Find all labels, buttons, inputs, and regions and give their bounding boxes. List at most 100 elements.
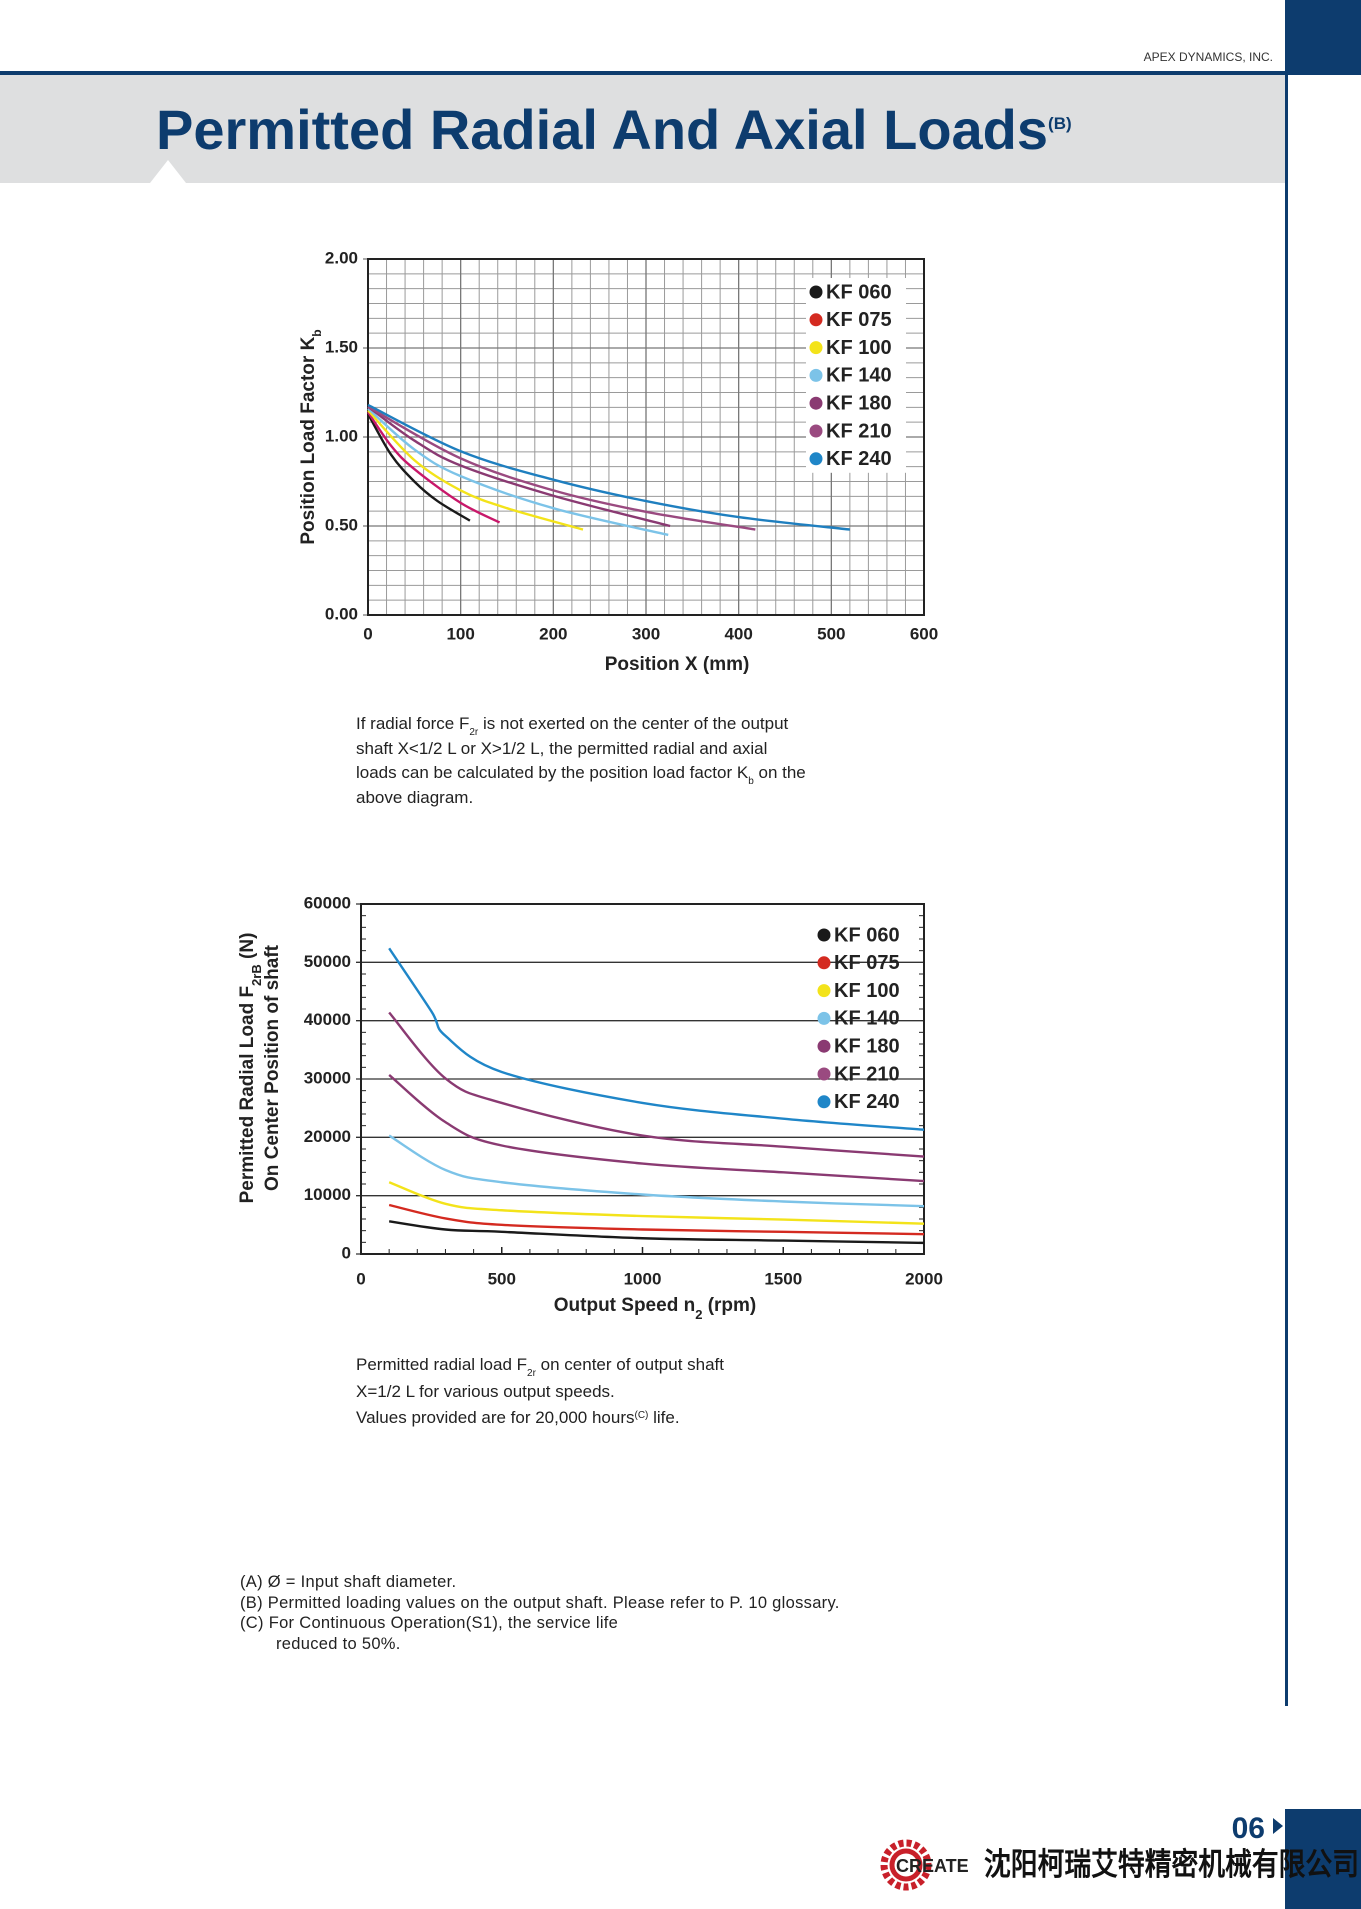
- top-rule: [0, 71, 1285, 75]
- plot-frame: [360, 903, 925, 1255]
- legend-dot: [809, 285, 823, 299]
- label-text: (rpm): [702, 1295, 756, 1316]
- x-tick-label: 300: [632, 624, 660, 643]
- caption-line: loads can be calculated by the position …: [356, 763, 806, 787]
- legend-label: KF 140: [834, 1008, 900, 1030]
- page-title: Permitted Radial And Axial Loads(B): [156, 98, 1072, 161]
- x-tick-label: 1000: [624, 1269, 662, 1288]
- company-cn: 沈阳柯瑞艾特精密机械有限公司: [984, 1847, 1359, 1882]
- legend-dot: [817, 1039, 831, 1053]
- title-notch: [150, 160, 186, 183]
- caption-text: If radial force F: [356, 714, 469, 733]
- caption-sub: 2r: [469, 727, 479, 738]
- series-line: [367, 411, 501, 524]
- legend-label: KF 180: [834, 1035, 900, 1057]
- footnote: (C) For Continuous Operation(S1), the se…: [240, 1614, 618, 1632]
- series-line: [388, 947, 925, 1131]
- logo: CREATE: [880, 1839, 969, 1891]
- title-sup: (B): [1048, 114, 1072, 133]
- y-tick-label: 0.50: [325, 515, 358, 534]
- title-band: [0, 75, 1285, 183]
- y-tick-label: 0.00: [325, 604, 358, 623]
- logo-text: CREATE: [896, 1856, 969, 1876]
- legend-box: [806, 278, 906, 473]
- legend-label: KF 100: [826, 337, 892, 359]
- x-axis-label: Position X (mm): [605, 654, 750, 675]
- series-line: [367, 407, 669, 537]
- caption-text: on the: [754, 763, 806, 782]
- corner-block: [1285, 1809, 1361, 1909]
- legend-label: KF 240: [834, 1091, 900, 1113]
- legend-dot: [809, 341, 823, 355]
- caption-text: life.: [648, 1408, 679, 1427]
- caption-sub: 2r: [527, 1368, 537, 1379]
- logo-gear: [880, 1839, 932, 1891]
- series-line: [388, 1220, 925, 1245]
- page-number: 06: [1232, 1812, 1265, 1845]
- legend-label: KF 060: [826, 281, 892, 303]
- chart: 0 100 200 300 400 500 600 0.00 0.50 1.00 1.50 2.00 K…: [325, 248, 938, 643]
- y-tick-label: 60000: [304, 893, 351, 912]
- legend-label: KF 100: [834, 980, 900, 1002]
- caption-text: is not exerted on the center of the outp…: [478, 714, 788, 733]
- y-axis-label: On Center Position of shaft: [262, 944, 283, 1191]
- label-sub: 2: [695, 1307, 702, 1322]
- caption-line: Values provided are for 20,000 hours(C) …: [356, 1408, 680, 1427]
- corner-block: [1285, 0, 1361, 75]
- label-text: (N): [237, 933, 258, 965]
- legend-dot: [817, 1067, 831, 1081]
- legend-label: KF 075: [834, 952, 900, 974]
- legend-label: KF 075: [826, 309, 892, 331]
- series-line: [366, 413, 471, 522]
- legend-dot: [809, 424, 823, 438]
- label-sub: b: [310, 329, 324, 336]
- side-rule: [1285, 75, 1288, 1706]
- series-line: [388, 1011, 925, 1158]
- caption-line: X=1/2 L for various output speeds.: [356, 1382, 615, 1401]
- caption-text: Permitted radial load F: [356, 1355, 527, 1374]
- caption-text: on center of output shaft: [536, 1355, 724, 1374]
- x-tick-label: 400: [724, 624, 752, 643]
- page-arrow: [1273, 1818, 1283, 1834]
- legend-dot: [809, 452, 823, 466]
- y-tick-label: 2.00: [325, 248, 358, 267]
- legend-dot: [817, 984, 831, 998]
- label-text: Permitted Radial Load F: [237, 986, 258, 1203]
- y-tick-label: 50000: [304, 952, 351, 971]
- caption-sup: (C): [634, 1410, 648, 1421]
- footnote: reduced to 50%.: [276, 1635, 401, 1653]
- series-line: [388, 1134, 925, 1208]
- series-line: [388, 1074, 925, 1183]
- y-tick-label: 30000: [304, 1068, 351, 1087]
- caption-text: Values provided are for 20,000 hours: [356, 1408, 634, 1427]
- legend-label: KF 060: [834, 924, 900, 946]
- label-text: Position Load Factor K: [298, 336, 319, 544]
- series-line: [367, 405, 671, 528]
- legend-label: KF 210: [834, 1063, 900, 1085]
- label-sub: 2rB: [249, 964, 264, 986]
- y-axis-label: Permitted Radial Load F2rB (N): [237, 933, 264, 1204]
- legend-dot: [809, 313, 823, 327]
- caption-line: above diagram.: [356, 788, 473, 807]
- legend-dot: [817, 956, 831, 970]
- legend-label: KF 210: [826, 420, 892, 442]
- caption-text: loads can be calculated by the position …: [356, 763, 749, 782]
- caption-sub: b: [748, 776, 754, 787]
- x-tick-label: 500: [817, 624, 845, 643]
- series-line: [367, 403, 851, 531]
- x-tick-label: 1500: [764, 1269, 802, 1288]
- title-text: Permitted Radial And Axial Loads: [156, 98, 1048, 161]
- x-tick-label: 0: [356, 1269, 365, 1288]
- y-tick-label: 40000: [304, 1010, 351, 1029]
- y-axis-label: Position Load Factor Kb: [298, 329, 324, 544]
- legend-label: KF 180: [826, 392, 892, 414]
- chart: 0 500 1000 1500 2000010000200003000040000500…: [304, 893, 943, 1288]
- y-tick-label: 20000: [304, 1127, 351, 1146]
- x-tick-label: 600: [910, 624, 938, 643]
- x-tick-label: 200: [539, 624, 567, 643]
- logo-ring: [889, 1848, 923, 1882]
- legend-dot: [817, 1011, 831, 1025]
- legend-dot: [817, 928, 831, 942]
- series-line: [388, 1203, 925, 1236]
- x-tick-label: 0: [363, 624, 372, 643]
